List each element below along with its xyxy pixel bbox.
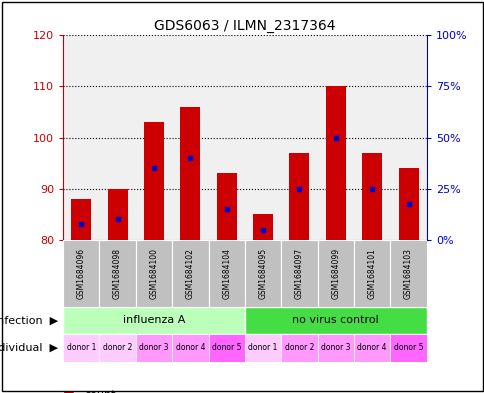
Text: infection  ▶: infection ▶: [0, 315, 58, 325]
Bar: [208, 334, 244, 362]
Bar: [172, 240, 208, 307]
Bar: [136, 334, 172, 362]
Bar: [398, 168, 418, 240]
Bar: [63, 240, 99, 307]
Text: no virus control: no virus control: [292, 315, 378, 325]
Text: donor 5: donor 5: [212, 343, 241, 352]
Text: GSM1684100: GSM1684100: [149, 248, 158, 299]
Bar: [281, 240, 317, 307]
Bar: [71, 199, 91, 240]
Text: donor 3: donor 3: [320, 343, 350, 352]
Bar: [107, 189, 127, 240]
Text: donor 1: donor 1: [248, 343, 277, 352]
Bar: [317, 334, 353, 362]
Bar: [253, 214, 272, 240]
Text: GSM1684097: GSM1684097: [294, 248, 303, 299]
Bar: [63, 307, 244, 334]
Bar: [362, 153, 381, 240]
Text: GSM1684096: GSM1684096: [76, 248, 86, 299]
Bar: [244, 307, 426, 334]
Bar: [289, 153, 309, 240]
Bar: [172, 334, 208, 362]
Text: GSM1684101: GSM1684101: [367, 248, 376, 299]
Bar: [325, 86, 345, 240]
Bar: [390, 240, 426, 307]
Text: influenza A: influenza A: [122, 315, 185, 325]
Text: donor 4: donor 4: [357, 343, 386, 352]
Bar: [216, 173, 236, 240]
Bar: [144, 122, 164, 240]
Text: ■: ■: [63, 388, 75, 393]
Text: GSM1684102: GSM1684102: [185, 248, 195, 299]
Text: donor 5: donor 5: [393, 343, 423, 352]
Bar: [99, 334, 136, 362]
Bar: [63, 334, 99, 362]
Text: donor 1: donor 1: [66, 343, 96, 352]
Text: donor 2: donor 2: [103, 343, 132, 352]
Text: GSM1684098: GSM1684098: [113, 248, 122, 299]
Bar: [180, 107, 200, 240]
Bar: [208, 240, 244, 307]
Bar: [281, 334, 317, 362]
Text: GSM1684103: GSM1684103: [403, 248, 412, 299]
Text: individual  ▶: individual ▶: [0, 343, 58, 353]
Text: count: count: [85, 390, 116, 393]
Bar: [390, 334, 426, 362]
Bar: [99, 240, 136, 307]
Bar: [353, 334, 390, 362]
Bar: [244, 334, 281, 362]
Bar: [353, 240, 390, 307]
Text: GSM1684099: GSM1684099: [331, 248, 340, 299]
Text: donor 2: donor 2: [284, 343, 314, 352]
Text: GSM1684104: GSM1684104: [222, 248, 231, 299]
Title: GDS6063 / ILMN_2317364: GDS6063 / ILMN_2317364: [154, 19, 335, 33]
Bar: [317, 240, 353, 307]
Text: donor 3: donor 3: [139, 343, 168, 352]
Bar: [136, 240, 172, 307]
Text: donor 4: donor 4: [175, 343, 205, 352]
Text: GSM1684095: GSM1684095: [258, 248, 267, 299]
Bar: [244, 240, 281, 307]
